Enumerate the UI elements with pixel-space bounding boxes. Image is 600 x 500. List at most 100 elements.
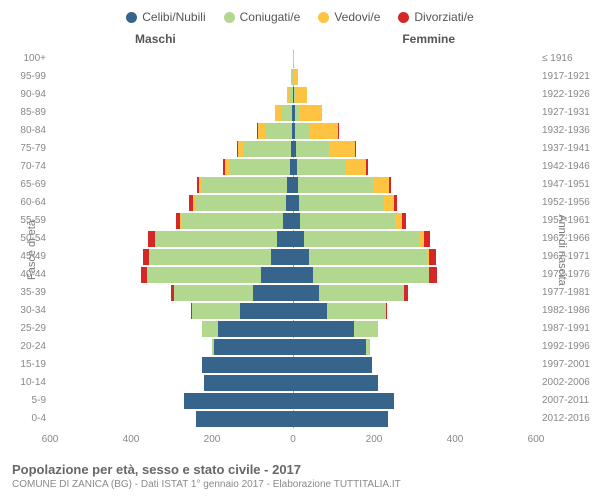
male-half (50, 303, 293, 319)
x-tick-label: 200 (366, 434, 383, 445)
age-label: 35-39 (2, 287, 46, 298)
legend-label: Coniugati/e (240, 10, 301, 24)
male-half (50, 123, 293, 139)
male-half (50, 231, 293, 247)
male-half (50, 105, 293, 121)
female-half (293, 267, 536, 283)
legend-swatch (318, 12, 329, 23)
pyramid-row (50, 231, 536, 247)
bar-segment (373, 177, 389, 193)
pyramid-row (50, 303, 536, 319)
pyramid-row (50, 141, 536, 157)
age-label: 0-4 (2, 413, 46, 424)
bar-segment (293, 51, 294, 67)
birth-year-label: 1982-1986 (542, 305, 600, 316)
birth-year-label: 1967-1971 (542, 251, 600, 262)
birth-year-label: 1992-1996 (542, 341, 600, 352)
bar-segment (293, 267, 313, 283)
bar-segment (196, 411, 293, 427)
legend-label: Celibi/Nubili (142, 10, 205, 24)
bar-segment (229, 159, 290, 175)
birth-year-label: 1987-1991 (542, 323, 600, 334)
birth-year-label: 1947-1951 (542, 179, 600, 190)
legend-label: Divorziati/e (414, 10, 473, 24)
bar-segment (155, 231, 277, 247)
bar-segment (271, 249, 293, 265)
female-half (293, 339, 536, 355)
female-half (293, 213, 536, 229)
pyramid-row (50, 177, 536, 193)
bar-segment (299, 105, 321, 121)
birth-year-label: 2007-2011 (542, 395, 600, 406)
bar-segment (355, 141, 356, 157)
bar-segment (286, 195, 293, 211)
female-half (293, 303, 536, 319)
male-half (50, 321, 293, 337)
population-pyramid-chart: Celibi/Nubili Coniugati/e Vedovi/e Divorzia… (0, 0, 600, 500)
bar-segment (384, 195, 394, 211)
bar-segment (149, 249, 271, 265)
bar-segment (182, 213, 283, 229)
legend-item: Divorziati/e (398, 10, 473, 24)
bar-segment (218, 321, 293, 337)
birth-year-label: 1932-1936 (542, 125, 600, 136)
bar-segment (329, 141, 355, 157)
male-half (50, 285, 293, 301)
bar-segment (293, 321, 354, 337)
bar-segment (261, 267, 293, 283)
pyramid-row (50, 267, 536, 283)
female-half (293, 159, 536, 175)
column-header-male: Maschi (135, 32, 176, 46)
male-half (50, 411, 293, 427)
age-label: 5-9 (2, 395, 46, 406)
legend-swatch (126, 12, 137, 23)
bar-segment (394, 195, 397, 211)
bar-segment (174, 285, 253, 301)
bar-segment (424, 231, 430, 247)
male-half (50, 51, 293, 67)
bar-segment (295, 87, 307, 103)
male-half (50, 159, 293, 175)
bar-segment (297, 159, 346, 175)
birth-year-label: 1942-1946 (542, 161, 600, 172)
age-label: 60-64 (2, 197, 46, 208)
birth-year-label: 1972-1976 (542, 269, 600, 280)
birth-year-label: 1917-1921 (542, 71, 600, 82)
birth-year-label: 1937-1941 (542, 143, 600, 154)
age-label: 45-49 (2, 251, 46, 262)
x-tick-label: 400 (447, 434, 464, 445)
bar-segment (366, 159, 368, 175)
bar-segment (293, 375, 378, 391)
bar-segment (184, 393, 293, 409)
female-half (293, 69, 536, 85)
bar-segment (319, 285, 404, 301)
birth-year-label: 2002-2006 (542, 377, 600, 388)
bar-segment (202, 177, 287, 193)
age-label: 100+ (2, 53, 46, 64)
bar-segment (195, 195, 286, 211)
bar-segment (293, 339, 366, 355)
bar-segment (192, 303, 241, 319)
male-half (50, 375, 293, 391)
pyramid-row (50, 51, 536, 67)
legend-label: Vedovi/e (334, 10, 380, 24)
bar-segment (294, 69, 298, 85)
chart-footer: Popolazione per età, sesso e stato civil… (12, 462, 401, 490)
female-half (293, 87, 536, 103)
pyramid-row (50, 87, 536, 103)
bar-segment (295, 123, 309, 139)
bar-segment (204, 375, 293, 391)
bar-segment (402, 213, 406, 229)
bar-segment (293, 285, 319, 301)
age-label: 70-74 (2, 161, 46, 172)
male-half (50, 195, 293, 211)
bar-segment (281, 105, 292, 121)
pyramid-row (50, 195, 536, 211)
male-half (50, 267, 293, 283)
x-tick-label: 400 (123, 434, 140, 445)
bar-segment (300, 213, 395, 229)
age-label: 20-24 (2, 341, 46, 352)
pyramid-row (50, 213, 536, 229)
male-half (50, 141, 293, 157)
bar-segment (404, 285, 407, 301)
